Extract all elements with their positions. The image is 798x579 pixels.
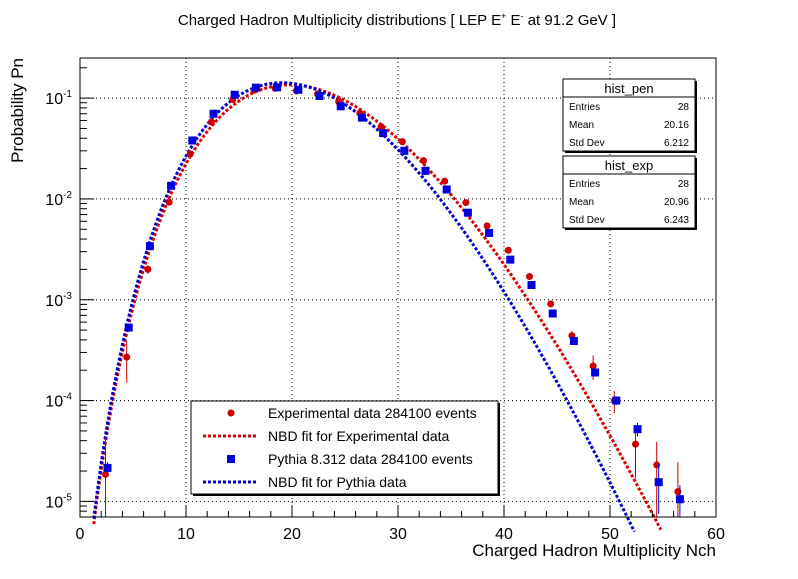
pythia-point [273,83,282,92]
fit-curves [92,81,663,533]
experimental-point [632,440,639,448]
experimental-point [186,150,194,158]
experimental-point [123,353,131,361]
pythia-point [548,309,557,318]
legend-entry-label: Experimental data 284100 events [268,405,477,421]
y-axis-label: Probability Pn [8,58,27,163]
stat-box-label: Mean [569,120,594,131]
pythia-point [336,102,345,111]
x-tick-label: 20 [283,526,301,543]
pythia-point [569,336,578,345]
y-tick-label: 10-5 [45,492,72,511]
stat-box-label: Std Dev [569,215,605,226]
y-tick-label: 10-3 [45,291,72,310]
nbd-fit-curve [92,81,636,533]
stat-box-label: Entries [569,179,600,190]
legend: Experimental data 284100 events NBD fit f… [190,400,500,496]
x-tick-label: 10 [177,526,195,543]
pythia-point [654,478,663,487]
experimental-point [377,123,385,131]
legend-circle-swatch [227,409,235,417]
pythia-point [294,85,303,94]
pythia-point [633,425,642,434]
pythia-point [463,208,472,217]
stat-box-value: 6.243 [664,215,689,226]
pythia-point [209,109,218,118]
x-axis-label: Charged Hadron Multiplicity Nch [472,541,716,560]
x-tick-label: 50 [601,526,619,543]
pythia-point [124,323,133,332]
experimental-point [526,273,533,281]
stat-box-value: 20.96 [664,197,689,208]
pythia-point [188,136,197,145]
stat-box-value: 20.16 [664,120,689,131]
pythia-point [145,242,154,251]
pythia-point [612,396,621,405]
pythia-point [400,146,409,155]
legend-box [190,400,499,495]
axes: 0 10 20 30 40 50 60 10-5 10-4 10-3 10-2 10-1 [45,67,725,543]
chart-title: Charged Hadron Multiplicity distribution… [178,11,616,29]
experimental-point [589,362,597,370]
stat-box [562,155,696,229]
experimental-point [462,199,470,207]
pythia-point [167,181,176,190]
x-tick-label: 60 [707,526,725,543]
stat-box-value: 28 [678,179,690,190]
pythia-point [527,281,536,290]
x-tick-label: 0 [76,526,85,543]
experimental-point [504,246,512,254]
stat-box-label: Std Dev [569,138,605,149]
experimental-point [483,222,491,230]
legend-entry-label: NBD fit for Pythia data [268,474,407,490]
experimental-point [144,265,152,273]
nbd-fit-curve [92,83,663,531]
experimental-point [398,138,406,146]
y-tick-label: 10-2 [45,190,72,209]
experimental-point [208,118,215,126]
experimental-point [547,300,555,308]
stat-box-title: hist_pen [604,81,653,96]
pythia-point [591,368,600,377]
experimental-point [165,198,173,206]
stat-box [562,78,696,152]
legend-square-swatch [227,455,235,463]
pythia-point [379,129,388,138]
pythia-point [230,90,239,99]
pythia-point [251,83,260,92]
stat-box-title: hist_exp [605,158,653,173]
experimental-point [441,177,449,185]
stat-box-label: Mean [569,197,594,208]
pythia-point [103,463,112,472]
legend-entry-label: Pythia 8.312 data 284100 events [268,451,473,467]
pythia-point [442,185,451,194]
experimental-point [420,157,427,165]
x-tick-label: 30 [389,526,407,543]
pythia-point [675,495,684,504]
y-tick-label: 10-4 [45,392,72,411]
pythia-point [315,91,324,100]
stat-box-value: 6.212 [664,138,689,149]
pythia-point [485,228,494,237]
pythia-point [421,166,430,175]
x-tick-label: 40 [495,526,513,543]
stat-box-value: 28 [678,102,690,113]
y-tick-label: 10-1 [45,89,72,108]
pythia-point [506,255,515,264]
data-points [102,83,684,517]
pythia-point [357,113,366,122]
legend-entry-label: NBD fit for Experimental data [268,428,450,444]
stat-boxes: hist_pen Entries 28 Mean 20.16 Std Dev 6.212 hi… [562,78,697,230]
stat-box-label: Entries [569,102,600,113]
